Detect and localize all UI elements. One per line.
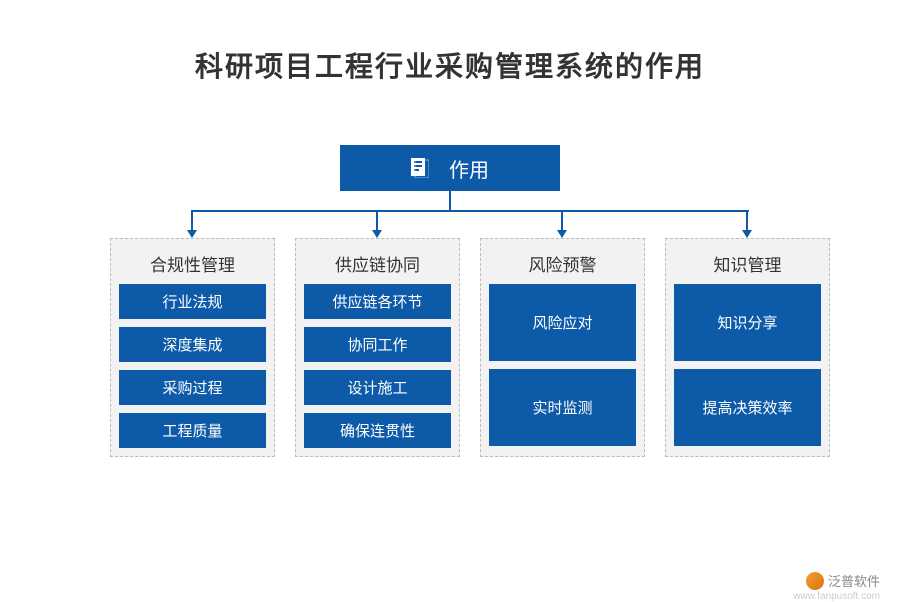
branch-item: 工程质量 <box>119 413 266 448</box>
root-label: 作用 <box>449 154 489 183</box>
branch-item: 确保连贯性 <box>304 413 451 448</box>
branch-box: 供应链协同供应链各环节协同工作设计施工确保连贯性 <box>295 238 460 457</box>
branch-item: 知识分享 <box>674 284 821 361</box>
branch-item: 设计施工 <box>304 370 451 405</box>
branch-item: 供应链各环节 <box>304 284 451 319</box>
page-title: 科研项目工程行业采购管理系统的作用 <box>0 0 900 85</box>
brand-name: 泛普软件 <box>828 571 880 590</box>
branch-item: 实时监测 <box>489 369 636 446</box>
branch-items: 知识分享提高决策效率 <box>674 284 821 446</box>
footer-url: www.fanpusoft.com <box>793 591 880 602</box>
branch-header: 合规性管理 <box>119 247 266 284</box>
branch-items: 供应链各环节协同工作设计施工确保连贯性 <box>304 284 451 448</box>
branch-item: 深度集成 <box>119 327 266 362</box>
branch-item: 风险应对 <box>489 284 636 361</box>
branch-header: 知识管理 <box>674 247 821 284</box>
branch-items: 行业法规深度集成采购过程工程质量 <box>119 284 266 448</box>
branch-item: 协同工作 <box>304 327 451 362</box>
branch-header: 风险预警 <box>489 247 636 284</box>
brand-logo-icon <box>806 572 824 590</box>
branch-items: 风险应对实时监测 <box>489 284 636 446</box>
root-node: 作用 <box>340 145 560 191</box>
branch-item: 行业法规 <box>119 284 266 319</box>
footer-brand: 泛普软件 <box>806 571 880 590</box>
branch-box: 知识管理知识分享提高决策效率 <box>665 238 830 457</box>
branch-box: 风险预警风险应对实时监测 <box>480 238 645 457</box>
branch-box: 合规性管理行业法规深度集成采购过程工程质量 <box>110 238 275 457</box>
branch-header: 供应链协同 <box>304 247 451 284</box>
branch-item: 提高决策效率 <box>674 369 821 446</box>
branches-container: 合规性管理行业法规深度集成采购过程工程质量供应链协同供应链各环节协同工作设计施工… <box>110 238 830 457</box>
document-icon <box>411 158 429 178</box>
branch-item: 采购过程 <box>119 370 266 405</box>
